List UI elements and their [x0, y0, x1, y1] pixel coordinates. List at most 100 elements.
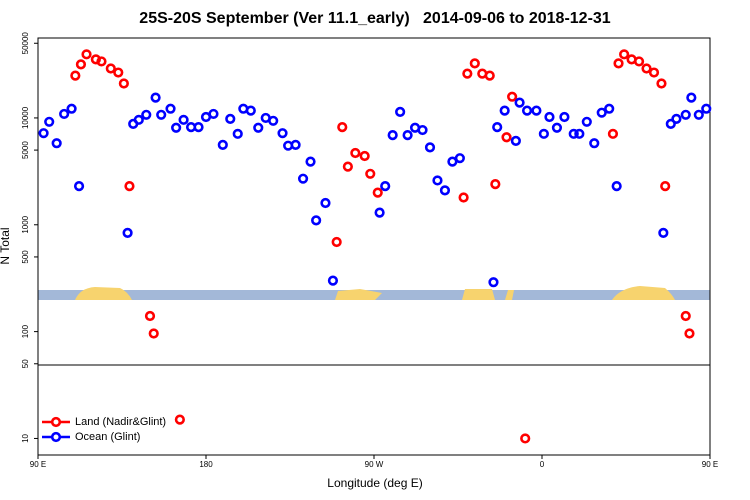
y-tick-label: 10: [21, 433, 30, 442]
point: [568, 128, 579, 139]
chart-title: 25S-20S September (Ver 11.1_early) 2014-…: [139, 10, 611, 27]
point: [305, 156, 316, 167]
y-tick-label: 10000: [21, 106, 30, 129]
point: [680, 109, 691, 120]
point: [395, 106, 406, 117]
point: [613, 58, 624, 69]
point: [665, 118, 676, 129]
point: [73, 181, 85, 192]
point: [492, 122, 503, 133]
point: [538, 128, 549, 139]
point: [225, 113, 236, 124]
point: [559, 111, 570, 123]
point: [174, 414, 185, 425]
point: [350, 147, 361, 159]
point: [311, 215, 322, 226]
point: [178, 114, 189, 125]
point: [171, 122, 182, 133]
point: [253, 122, 264, 133]
point: [327, 275, 339, 286]
point: [521, 105, 533, 116]
point: [686, 92, 697, 103]
point: [417, 124, 428, 136]
y-tick-label: 100: [21, 324, 30, 338]
point: [490, 179, 501, 190]
point: [96, 56, 107, 67]
legend-marker: [50, 431, 62, 443]
point: [514, 97, 525, 108]
point: [658, 227, 669, 238]
point: [432, 175, 443, 186]
point: [38, 128, 49, 139]
point: [458, 192, 469, 203]
point: [75, 59, 87, 70]
point: [660, 181, 671, 192]
point: [374, 207, 385, 218]
point: [499, 105, 510, 116]
point: [402, 130, 413, 141]
point: [619, 49, 630, 60]
point: [297, 173, 309, 184]
point: [66, 103, 77, 114]
y-tick-label: 500: [21, 250, 30, 264]
point: [277, 128, 288, 139]
point: [232, 128, 243, 139]
point: [574, 128, 585, 139]
point: [105, 63, 116, 74]
point: [484, 70, 495, 81]
point: [671, 113, 682, 124]
point: [544, 111, 555, 123]
y-tick-label: 1000: [21, 215, 30, 233]
x-tick-label: 90 E: [30, 460, 46, 469]
x-tick-label: 90 W: [365, 460, 384, 469]
point: [424, 142, 436, 153]
point: [501, 132, 512, 143]
x-tick-label: 0: [540, 460, 545, 469]
point: [604, 103, 615, 114]
point: [607, 128, 619, 139]
point: [133, 114, 144, 125]
y-tick-label: 50000: [21, 32, 30, 55]
x-tick-label: 90 E: [702, 460, 718, 469]
point: [320, 197, 331, 209]
point: [193, 122, 204, 133]
point: [439, 185, 451, 196]
point: [454, 153, 465, 164]
point: [507, 91, 518, 102]
point: [680, 310, 691, 322]
point: [633, 56, 645, 67]
point: [122, 227, 133, 238]
point: [589, 138, 600, 149]
point: [81, 49, 92, 60]
point: [488, 277, 499, 288]
point: [165, 103, 176, 114]
point: [245, 105, 256, 116]
point: [156, 109, 167, 120]
legend-marker: [50, 416, 62, 428]
x-tick-label: 180: [199, 460, 213, 469]
point: [581, 116, 592, 127]
point: [144, 310, 156, 322]
point: [611, 181, 622, 192]
point: [693, 109, 704, 120]
point: [551, 122, 563, 133]
point: [59, 108, 70, 120]
point: [359, 150, 370, 162]
point: [51, 138, 62, 149]
point: [656, 78, 667, 89]
point: [208, 108, 219, 120]
point: [701, 103, 712, 114]
point: [380, 181, 391, 192]
point: [268, 115, 279, 126]
point: [150, 92, 161, 103]
y-tick-label: 50: [21, 359, 30, 368]
legend-label: Ocean (Glint): [75, 431, 140, 443]
point: [217, 139, 228, 150]
plot-frame: [37, 37, 711, 456]
y-axis-label: N Total: [0, 227, 12, 264]
legend-label: Land (Nadir&Glint): [75, 416, 166, 428]
y-tick-label: 5000: [21, 141, 30, 159]
point: [141, 109, 152, 120]
point: [520, 433, 531, 444]
